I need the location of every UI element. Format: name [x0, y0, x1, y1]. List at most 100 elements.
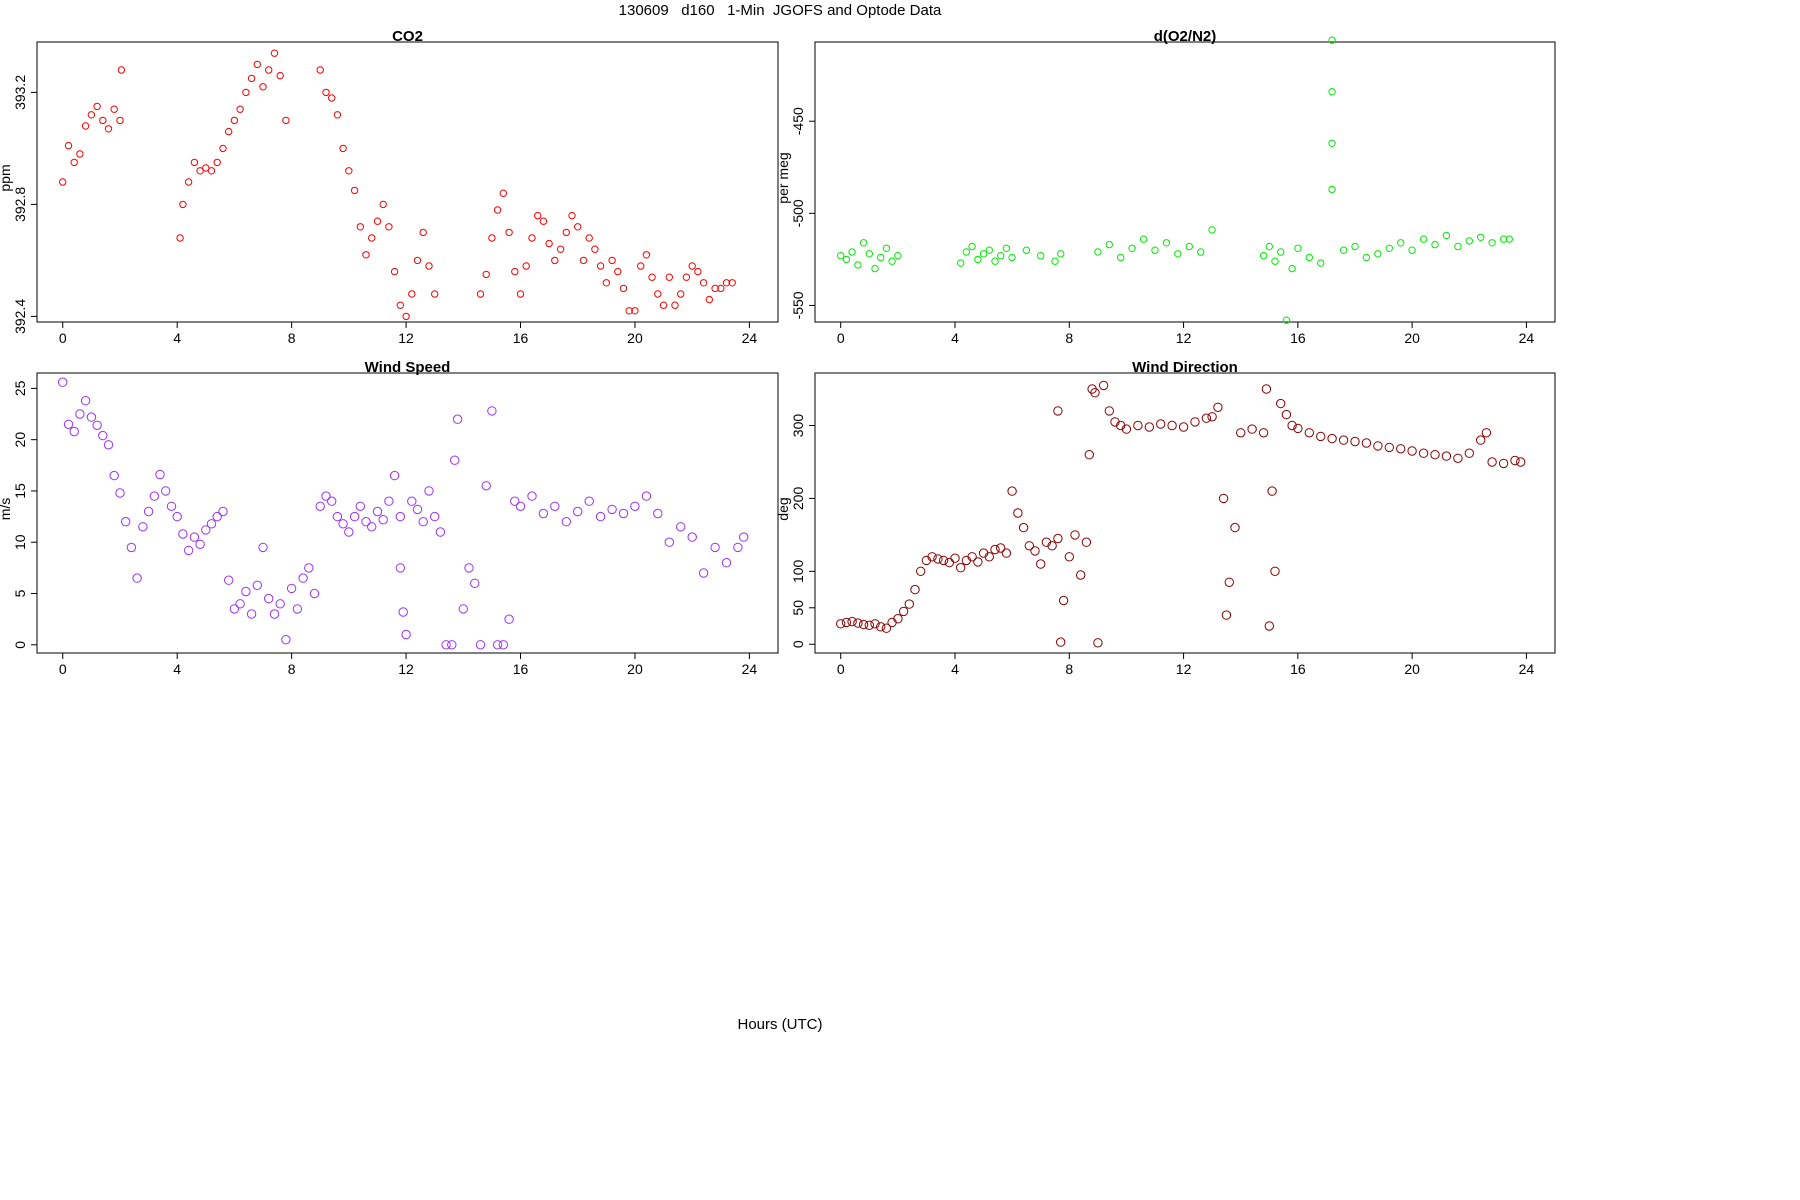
data-point [538, 508, 549, 519]
data-point [1339, 246, 1348, 254]
data-point [1224, 577, 1235, 587]
data-point [837, 252, 845, 260]
data-point [1117, 253, 1125, 262]
data-point [458, 604, 468, 614]
data-point [418, 517, 428, 527]
data-point [642, 251, 651, 259]
data-point [1276, 398, 1286, 409]
data-point [967, 552, 977, 562]
data-point [1293, 423, 1303, 434]
data-point [1442, 231, 1451, 240]
data-point [585, 234, 593, 242]
data-point [212, 511, 222, 522]
data-point [1481, 428, 1492, 438]
data-point [1505, 235, 1514, 243]
x-tick-label: 12 [398, 661, 414, 677]
data-point [1247, 424, 1257, 434]
x-tick-label: 16 [1290, 330, 1306, 346]
y-tick-label: 100 [790, 559, 806, 583]
data-point [539, 217, 548, 225]
data-point [1162, 239, 1171, 247]
data-point [464, 563, 474, 573]
data-point [631, 307, 639, 315]
data-point [179, 200, 187, 209]
data-point [996, 543, 1006, 553]
data-point [1036, 559, 1046, 569]
data-point [1397, 239, 1405, 247]
chart-title: Wind Speed [365, 359, 451, 376]
data-point [568, 211, 576, 220]
x-tick-label: 20 [1404, 661, 1420, 677]
chart-panel-o2n2: d(O2/N2) 0 4 8 12 16 20 24 -450 -500 -550 per meg [775, 28, 1556, 346]
data-point [218, 506, 228, 517]
data-point [333, 111, 342, 119]
data-point [121, 517, 131, 527]
data-point [550, 501, 560, 511]
data-point [504, 614, 514, 624]
x-tick-label: 16 [1290, 661, 1306, 677]
data-point [235, 599, 245, 609]
data-point [1328, 88, 1336, 96]
data-point [847, 616, 857, 627]
data-point [184, 178, 193, 186]
data-point [1056, 637, 1066, 647]
data-point [1385, 244, 1394, 253]
data-point [1454, 242, 1462, 251]
data-point [1022, 246, 1031, 254]
data-point [282, 116, 290, 125]
data-point [126, 542, 137, 553]
data-point [1488, 239, 1496, 247]
data-point [1213, 402, 1223, 412]
data-point [69, 426, 79, 437]
data-point [1516, 457, 1526, 467]
data-point [1338, 435, 1349, 445]
data-point [614, 267, 622, 276]
data-point [1201, 413, 1212, 423]
data-point [968, 242, 976, 251]
data-point [70, 158, 78, 167]
data-point [430, 511, 440, 522]
data-point [1430, 450, 1440, 460]
data-point [876, 622, 886, 632]
data-point [894, 252, 902, 260]
data-point [213, 158, 221, 167]
data-point [161, 486, 171, 496]
data-point [132, 573, 142, 583]
data-point [1374, 250, 1382, 258]
data-point [1304, 428, 1315, 438]
data-point [1076, 570, 1086, 580]
data-point [854, 261, 862, 269]
data-point [219, 144, 227, 153]
chart-panel-wind-speed: Wind Speed 0 4 8 12 16 20 24 0 5 10 15 20 25 m/s [0, 359, 779, 677]
data-point [898, 606, 909, 617]
data-point [1361, 438, 1372, 448]
data-point [1281, 409, 1292, 420]
data-point [551, 256, 559, 265]
data-point [882, 244, 891, 253]
data-point [385, 223, 393, 231]
data-point [584, 496, 594, 506]
data-point [1037, 252, 1045, 260]
data-point [80, 396, 91, 406]
data-point [258, 542, 268, 553]
data-point [944, 557, 954, 568]
data-point [270, 49, 279, 57]
x-tick-label: 12 [398, 330, 414, 346]
data-point [1070, 530, 1080, 540]
data-point [236, 105, 244, 113]
data-point [1013, 508, 1023, 518]
data-point [733, 542, 743, 553]
data-point [172, 511, 182, 522]
data-point [1258, 428, 1269, 438]
data-point [1007, 486, 1017, 496]
data-point [527, 491, 537, 501]
data-point [355, 501, 365, 511]
data-point [372, 506, 383, 517]
x-tick-label: 8 [288, 330, 296, 346]
data-point [493, 206, 502, 214]
data-point [475, 640, 486, 650]
data-point [1178, 422, 1189, 432]
data-point [997, 252, 1005, 260]
data-point [81, 122, 90, 130]
